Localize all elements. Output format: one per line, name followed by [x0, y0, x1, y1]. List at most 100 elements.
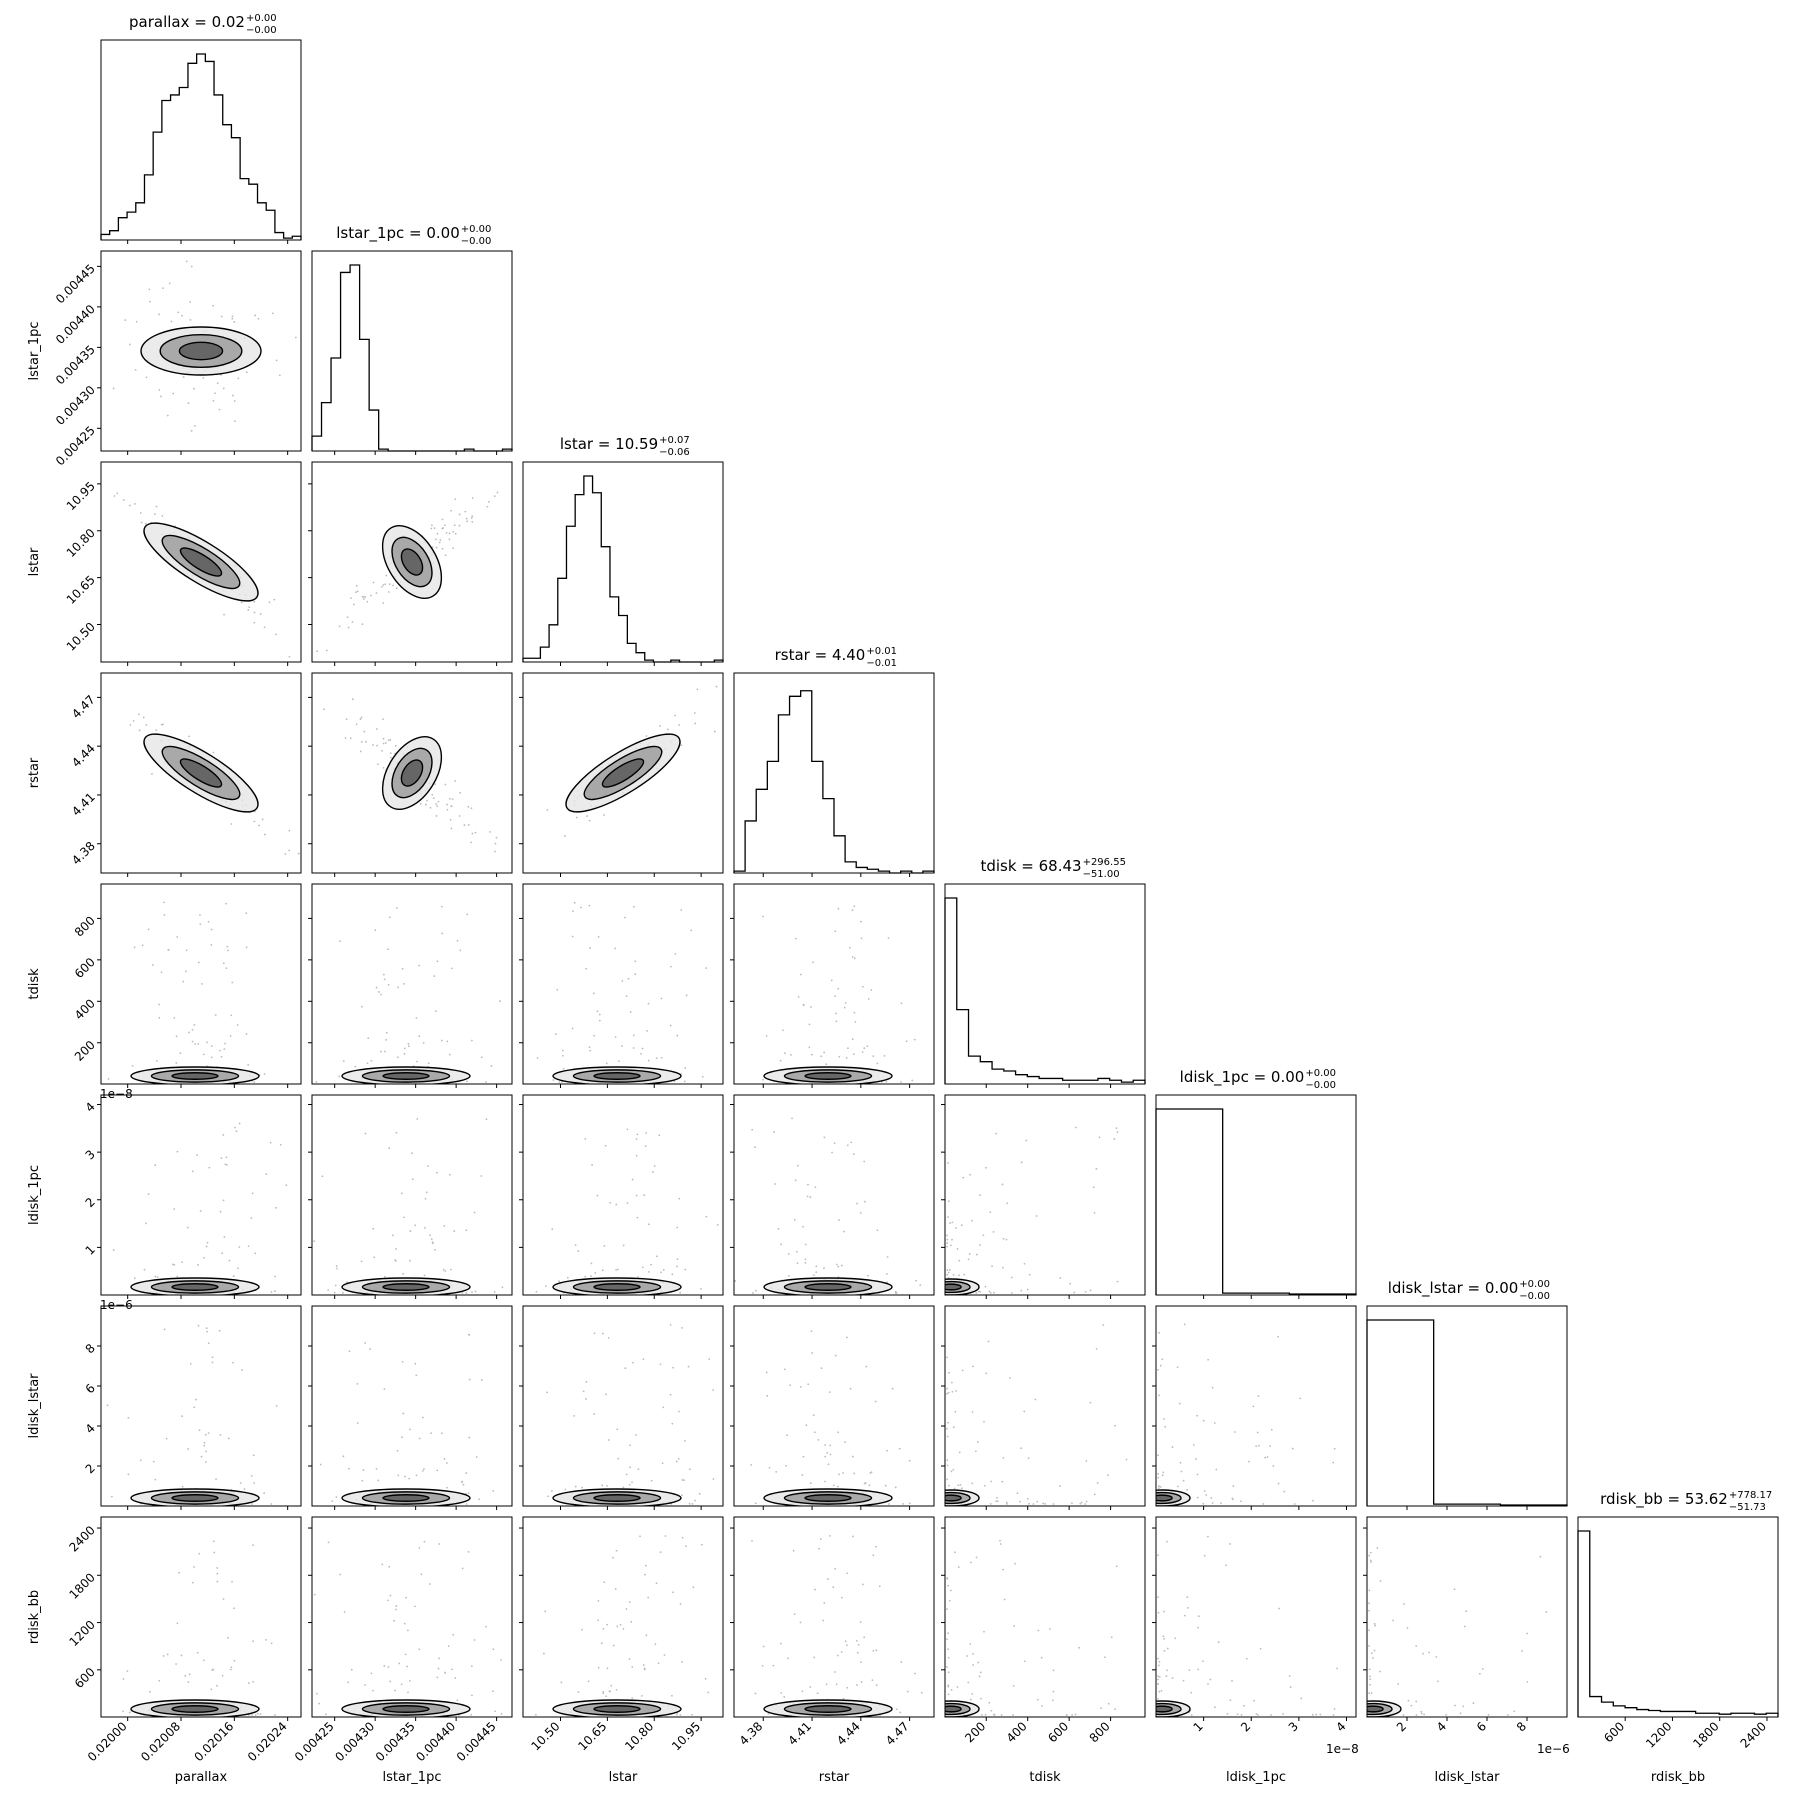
- sample-point: [199, 1210, 202, 1212]
- sample-point: [1114, 1708, 1116, 1711]
- sample-point: [377, 763, 379, 766]
- sample-point: [804, 1243, 807, 1246]
- sample-point: [790, 1054, 792, 1056]
- sample-point: [1368, 1589, 1371, 1592]
- sample-point: [151, 773, 153, 775]
- sample-point: [584, 1137, 587, 1140]
- contour-level-3: [171, 1494, 219, 1502]
- sample-point: [240, 601, 243, 604]
- sample-point: [1236, 1713, 1239, 1716]
- sample-point: [274, 633, 277, 636]
- sample-point: [1164, 1425, 1167, 1428]
- sample-point: [958, 1451, 961, 1454]
- sample-point: [838, 1473, 840, 1476]
- x-tick-label: 10.80: [622, 1719, 656, 1753]
- sample-point: [946, 1427, 948, 1430]
- sample-point: [454, 532, 457, 535]
- sample-point: [401, 967, 404, 970]
- sample-point: [161, 514, 164, 517]
- panel-frame: [1155, 1516, 1357, 1718]
- sample-point: [158, 313, 161, 316]
- scatter-points: [946, 1539, 1118, 1716]
- sample-point: [971, 1219, 973, 1222]
- sample-point: [239, 1482, 242, 1484]
- sample-point: [824, 1480, 826, 1483]
- sample-point: [418, 1648, 421, 1651]
- sample-point: [418, 1546, 421, 1549]
- sample-point: [868, 1484, 871, 1487]
- sample-point: [437, 1667, 440, 1670]
- panel-tdisk-vs-lstar_1pc: [308, 883, 513, 1088]
- sample-point: [259, 1713, 262, 1716]
- sample-point: [1190, 1714, 1193, 1716]
- sample-point: [435, 803, 438, 805]
- sample-point: [657, 1662, 660, 1665]
- sample-point: [1202, 1419, 1205, 1422]
- panel-frame: [100, 1094, 302, 1296]
- sample-point: [241, 1369, 243, 1371]
- sample-point: [1012, 1684, 1015, 1687]
- sample-point: [1288, 1675, 1291, 1677]
- sample-point: [145, 1222, 147, 1225]
- sample-point: [375, 728, 378, 730]
- sample-point: [683, 1479, 685, 1482]
- sample-point: [382, 584, 385, 586]
- sample-point: [132, 719, 135, 722]
- sample-point: [425, 803, 427, 806]
- sample-point: [1188, 1669, 1191, 1672]
- sample-point: [1379, 1580, 1382, 1582]
- y-tick-label: 1200: [66, 1618, 97, 1649]
- sample-point: [356, 590, 359, 593]
- sample-point: [677, 1458, 680, 1460]
- sample-point: [500, 1659, 502, 1661]
- panel-content: [1156, 1535, 1339, 1717]
- sample-point: [355, 591, 358, 594]
- sample-point: [436, 1676, 439, 1679]
- contour-level-3: [382, 1494, 430, 1502]
- sample-point: [947, 1271, 950, 1274]
- sample-point: [464, 510, 467, 513]
- sample-point: [444, 1270, 447, 1272]
- sample-point: [950, 1381, 953, 1384]
- sample-point: [195, 1398, 197, 1401]
- sample-point: [588, 1046, 591, 1049]
- sample-point: [361, 623, 364, 626]
- sample-point: [1209, 1678, 1212, 1681]
- sample-point: [1165, 1675, 1168, 1677]
- sample-point: [645, 1132, 648, 1134]
- y-tick-label: 6: [83, 1381, 98, 1396]
- y-tick-label: 4.47: [69, 692, 98, 721]
- sample-point: [857, 1643, 860, 1646]
- sample-point: [252, 1640, 255, 1643]
- sample-point: [129, 343, 131, 346]
- x-tick-label: 4: [1434, 1719, 1449, 1734]
- sample-point: [835, 1020, 838, 1023]
- sample-point: [470, 1039, 473, 1042]
- sample-point: [152, 1460, 155, 1463]
- sample-point: [630, 1620, 633, 1623]
- sample-point: [666, 728, 669, 731]
- sample-point: [606, 1623, 608, 1626]
- sample-point: [643, 1194, 646, 1197]
- sample-point: [388, 583, 391, 586]
- sample-point: [774, 1183, 776, 1185]
- sample-point: [401, 1360, 404, 1363]
- sample-point: [597, 935, 600, 938]
- sample-point: [580, 906, 582, 909]
- sample-point: [852, 1053, 855, 1055]
- panel-title-parallax: parallax = 0.02: [129, 13, 245, 31]
- sample-point: [564, 835, 566, 837]
- y-tick-label: 10.65: [64, 573, 98, 607]
- sample-point: [1059, 1485, 1061, 1487]
- sample-point: [989, 1211, 992, 1214]
- sample-point: [1368, 1644, 1370, 1647]
- sample-point: [1158, 1331, 1161, 1334]
- sample-point: [1291, 1447, 1294, 1450]
- sample-point: [573, 1414, 576, 1417]
- sample-point: [659, 1551, 662, 1554]
- x-tick-label: 600: [1601, 1719, 1627, 1745]
- sample-point: [590, 1275, 592, 1278]
- sample-point: [826, 1578, 829, 1580]
- sample-point: [870, 1471, 873, 1474]
- sample-point: [992, 1230, 995, 1233]
